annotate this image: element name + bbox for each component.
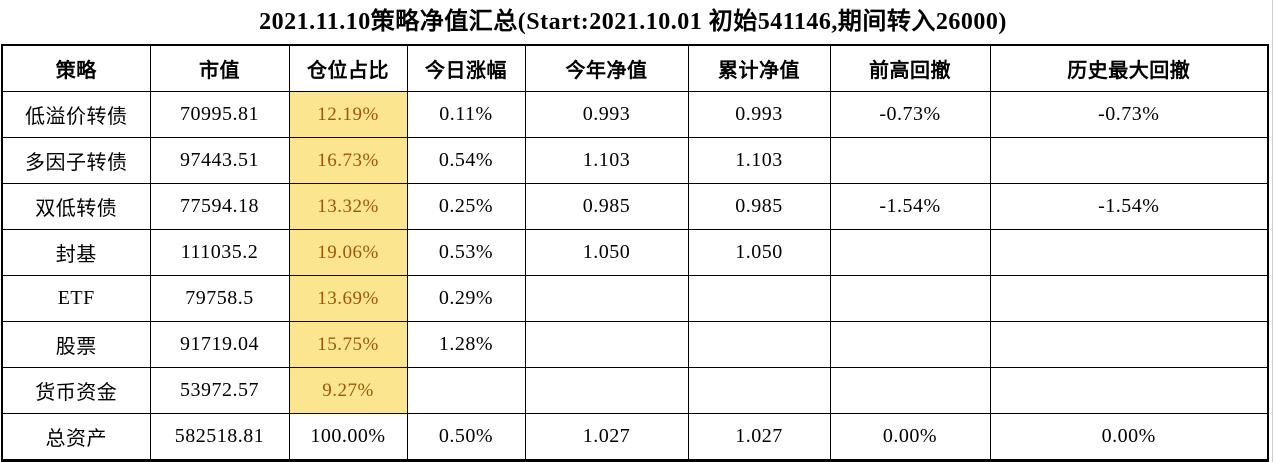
cell-max-drawdown — [989, 229, 1269, 276]
cell-ytd-nav: 0.985 — [524, 183, 689, 230]
cell-drawdown-from-high — [829, 137, 991, 184]
cell-daily-change: 0.29% — [406, 275, 526, 322]
table-row: ETF 79758.5 13.69% 0.29% — [1, 275, 1269, 322]
column-header-cumulative-nav: 累计净值 — [687, 44, 831, 92]
cell-market-value: 582518.81 — [149, 413, 290, 461]
cell-ytd-nav: 0.993 — [524, 91, 689, 138]
spreadsheet-gridline — [1272, 0, 1273, 462]
table-row: 双低转债 77594.18 13.32% 0.25% 0.985 0.985 -… — [1, 183, 1269, 230]
column-header-drawdown-from-high: 前高回撤 — [829, 44, 991, 92]
cell-ytd-nav: 1.050 — [524, 229, 689, 276]
cell-daily-change: 0.53% — [406, 229, 526, 276]
cell-drawdown-from-high: 0.00% — [829, 413, 991, 461]
cell-position-ratio: 16.73% — [288, 137, 408, 184]
cell-drawdown-from-high — [829, 275, 991, 322]
cell-position-ratio: 100.00% — [288, 413, 408, 461]
cell-max-drawdown — [989, 367, 1269, 414]
cell-cumulative-nav — [687, 321, 831, 368]
cell-cumulative-nav: 0.985 — [687, 183, 831, 230]
cell-daily-change: 1.28% — [406, 321, 526, 368]
cell-max-drawdown: 0.00% — [989, 413, 1269, 461]
cell-position-ratio: 12.19% — [288, 91, 408, 138]
cell-max-drawdown: -1.54% — [989, 183, 1269, 230]
cell-max-drawdown — [989, 321, 1269, 368]
cell-market-value: 79758.5 — [149, 275, 290, 322]
cell-drawdown-from-high — [829, 229, 991, 276]
cell-drawdown-from-high: -0.73% — [829, 91, 991, 138]
cell-strategy: 总资产 — [1, 413, 151, 461]
cell-strategy: ETF — [1, 275, 151, 322]
cell-cumulative-nav — [687, 275, 831, 322]
column-header-strategy: 策略 — [1, 44, 151, 92]
column-header-ytd-nav: 今年净值 — [524, 44, 689, 92]
cell-max-drawdown — [989, 275, 1269, 322]
cell-daily-change: 0.50% — [406, 413, 526, 461]
strategy-nav-table: 策略 市值 仓位占比 今日涨幅 今年净值 累计净值 前高回撤 历史最大回撤 低溢… — [1, 44, 1269, 462]
cell-daily-change: 0.54% — [406, 137, 526, 184]
table-row-total: 总资产 582518.81 100.00% 0.50% 1.027 1.027 … — [1, 413, 1269, 461]
column-header-market-value: 市值 — [149, 44, 290, 92]
cell-drawdown-from-high — [829, 367, 991, 414]
cell-ytd-nav: 1.103 — [524, 137, 689, 184]
table-row: 货币资金 53972.57 9.27% — [1, 367, 1269, 414]
cell-market-value: 53972.57 — [149, 367, 290, 414]
cell-market-value: 111035.2 — [149, 229, 290, 276]
table-row: 股票 91719.04 15.75% 1.28% — [1, 321, 1269, 368]
cell-cumulative-nav: 0.993 — [687, 91, 831, 138]
cell-strategy: 双低转债 — [1, 183, 151, 230]
cell-daily-change: 0.11% — [406, 91, 526, 138]
cell-market-value: 91719.04 — [149, 321, 290, 368]
cell-position-ratio: 15.75% — [288, 321, 408, 368]
cell-max-drawdown — [989, 137, 1269, 184]
cell-strategy: 低溢价转债 — [1, 91, 151, 138]
cell-ytd-nav — [524, 367, 689, 414]
cell-strategy: 货币资金 — [1, 367, 151, 414]
table-row: 封基 111035.2 19.06% 0.53% 1.050 1.050 — [1, 229, 1269, 276]
cell-market-value: 77594.18 — [149, 183, 290, 230]
column-header-max-drawdown: 历史最大回撤 — [989, 44, 1269, 92]
cell-strategy: 多因子转债 — [1, 137, 151, 184]
cell-cumulative-nav: 1.103 — [687, 137, 831, 184]
cell-strategy: 封基 — [1, 229, 151, 276]
cell-ytd-nav: 1.027 — [524, 413, 689, 461]
cell-strategy: 股票 — [1, 321, 151, 368]
cell-ytd-nav — [524, 275, 689, 322]
header-row: 策略 市值 仓位占比 今日涨幅 今年净值 累计净值 前高回撤 历史最大回撤 — [1, 44, 1269, 92]
cell-max-drawdown: -0.73% — [989, 91, 1269, 138]
table-row: 多因子转债 97443.51 16.73% 0.54% 1.103 1.103 — [1, 137, 1269, 184]
cell-position-ratio: 13.69% — [288, 275, 408, 322]
column-header-daily-change: 今日涨幅 — [406, 44, 526, 92]
cell-cumulative-nav: 1.027 — [687, 413, 831, 461]
cell-market-value: 70995.81 — [149, 91, 290, 138]
page-title: 2021.11.10策略净值汇总(Start:2021.10.01 初始5411… — [259, 9, 1007, 35]
cell-daily-change: 0.25% — [406, 183, 526, 230]
cell-position-ratio: 9.27% — [288, 367, 408, 414]
table-row: 低溢价转债 70995.81 12.19% 0.11% 0.993 0.993 … — [1, 91, 1269, 138]
column-header-position-ratio: 仓位占比 — [288, 44, 408, 92]
cell-drawdown-from-high — [829, 321, 991, 368]
cell-cumulative-nav — [687, 367, 831, 414]
cell-position-ratio: 13.32% — [288, 183, 408, 230]
cell-drawdown-from-high: -1.54% — [829, 183, 991, 230]
cell-ytd-nav — [524, 321, 689, 368]
cell-market-value: 97443.51 — [149, 137, 290, 184]
cell-position-ratio: 19.06% — [288, 229, 408, 276]
cell-cumulative-nav: 1.050 — [687, 229, 831, 276]
cell-daily-change — [406, 367, 526, 414]
